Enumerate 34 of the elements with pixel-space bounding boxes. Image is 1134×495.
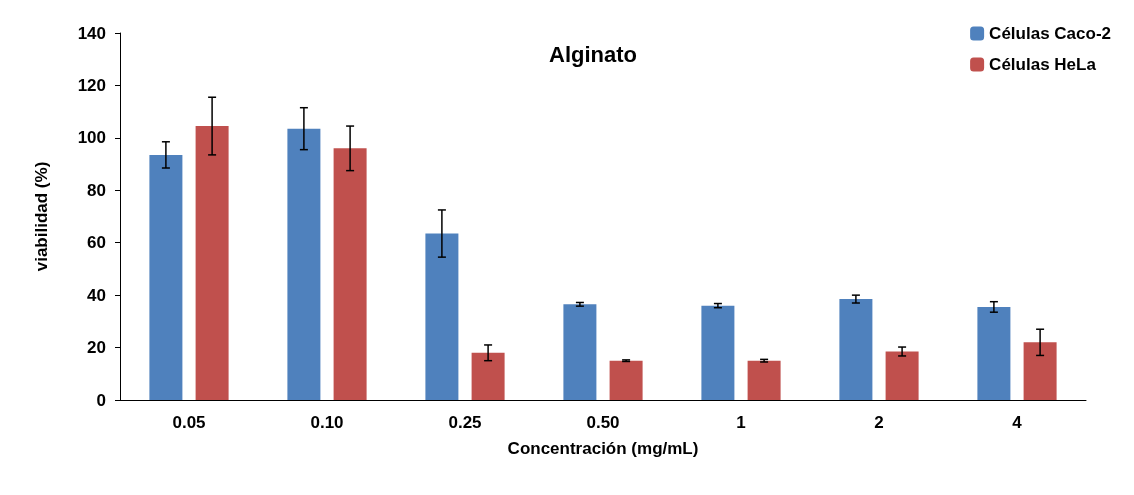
bar xyxy=(425,233,459,400)
bar xyxy=(1023,342,1057,400)
bar xyxy=(701,305,735,400)
bar xyxy=(609,360,643,400)
bar xyxy=(333,148,367,400)
x-tick-label: 0.05 xyxy=(172,413,206,432)
legend-label: Células HeLa xyxy=(989,55,1097,74)
y-tick-label: 80 xyxy=(87,180,106,200)
bar xyxy=(471,352,505,400)
y-tick-label: 0 xyxy=(96,390,106,410)
x-tick-label: 0.25 xyxy=(448,413,482,432)
x-tick-label: 2 xyxy=(874,413,884,432)
y-tick-label: 60 xyxy=(87,233,106,253)
y-tick-label: 120 xyxy=(77,75,106,95)
bar xyxy=(977,306,1011,400)
bar xyxy=(563,304,597,400)
bar xyxy=(195,126,229,400)
chart-title: Alginato xyxy=(549,41,637,67)
x-tick-label: 0.10 xyxy=(310,413,344,432)
x-tick-label: 4 xyxy=(1012,413,1023,432)
legend-label: Células Caco-2 xyxy=(989,24,1112,43)
x-axis-title: Concentración (mg/mL) xyxy=(507,439,699,458)
y-tick-label: 20 xyxy=(87,338,106,358)
y-axis-title: viabilidad (%) xyxy=(32,161,51,272)
x-tick-label: 0.50 xyxy=(586,413,620,432)
y-tick-label: 100 xyxy=(77,128,106,148)
bar xyxy=(287,128,321,400)
bar xyxy=(149,154,183,400)
bar xyxy=(839,299,873,400)
x-tick-label: 1 xyxy=(736,413,746,432)
y-tick-label: 40 xyxy=(87,285,106,305)
bar xyxy=(747,360,781,400)
y-tick-label: 140 xyxy=(77,23,106,43)
bar xyxy=(885,351,919,400)
